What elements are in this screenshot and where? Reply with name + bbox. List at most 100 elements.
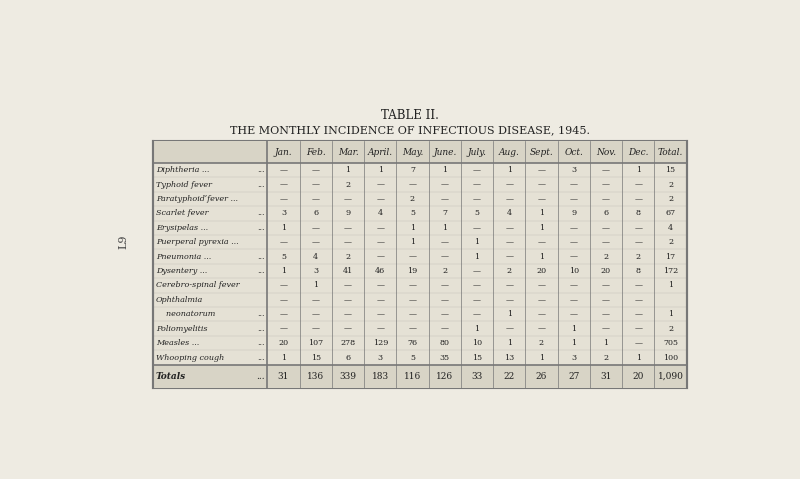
Text: 1: 1 (668, 282, 673, 289)
Text: 10: 10 (569, 267, 579, 275)
Text: —: — (634, 282, 642, 289)
Text: 1: 1 (668, 310, 673, 318)
Text: Feb.: Feb. (306, 148, 326, 157)
Text: —: — (344, 282, 352, 289)
Text: 17: 17 (666, 252, 676, 261)
Text: —: — (473, 224, 481, 232)
Text: ...: ... (258, 267, 265, 275)
Text: 3: 3 (378, 354, 383, 362)
Text: —: — (506, 195, 514, 203)
Text: —: — (279, 166, 287, 174)
Text: —: — (634, 296, 642, 304)
Text: 1: 1 (636, 166, 641, 174)
Text: June.: June. (433, 148, 457, 157)
Text: 9: 9 (346, 209, 350, 217)
Text: ...: ... (258, 166, 265, 174)
Text: 136: 136 (307, 372, 324, 381)
Text: 2: 2 (410, 195, 415, 203)
Text: 4: 4 (378, 209, 383, 217)
Text: —: — (312, 166, 320, 174)
Text: —: — (376, 238, 384, 246)
Text: 9: 9 (571, 209, 576, 217)
Text: 26: 26 (536, 372, 547, 381)
Text: —: — (344, 195, 352, 203)
Text: 27: 27 (568, 372, 579, 381)
Text: —: — (441, 296, 449, 304)
Text: 80: 80 (440, 339, 450, 347)
Text: —: — (538, 195, 546, 203)
Text: —: — (441, 252, 449, 261)
Text: —: — (570, 282, 578, 289)
Text: Dysentery ...: Dysentery ... (156, 267, 207, 275)
Text: 7: 7 (410, 166, 415, 174)
Text: THE MONTHLY INCIDENCE OF INFECTIOUS DISEASE, 1945.: THE MONTHLY INCIDENCE OF INFECTIOUS DISE… (230, 125, 590, 135)
Text: Sept.: Sept. (530, 148, 554, 157)
Text: —: — (376, 195, 384, 203)
Text: 2: 2 (346, 181, 350, 189)
Text: 339: 339 (339, 372, 357, 381)
Text: Oct.: Oct. (564, 148, 583, 157)
Text: —: — (570, 252, 578, 261)
Text: 2: 2 (506, 267, 512, 275)
Text: —: — (279, 181, 287, 189)
Text: Typhoid fever: Typhoid fever (156, 181, 212, 189)
Text: Poliomyelitis: Poliomyelitis (156, 325, 207, 333)
Text: —: — (538, 181, 546, 189)
Text: ...: ... (258, 325, 265, 333)
Text: —: — (506, 252, 514, 261)
Text: —: — (312, 195, 320, 203)
Text: —: — (538, 310, 546, 318)
Text: 5: 5 (281, 252, 286, 261)
Text: 2: 2 (603, 354, 609, 362)
Text: 2: 2 (668, 238, 673, 246)
Text: April.: April. (368, 148, 393, 157)
Text: —: — (538, 325, 546, 333)
Text: 1: 1 (281, 267, 286, 275)
Text: Mar.: Mar. (338, 148, 358, 157)
Text: —: — (538, 238, 546, 246)
Text: 46: 46 (375, 267, 386, 275)
Text: Pneumonia ...: Pneumonia ... (156, 252, 211, 261)
Text: 1: 1 (539, 354, 544, 362)
Text: Cerebro-spinal fever: Cerebro-spinal fever (156, 282, 239, 289)
Text: —: — (602, 310, 610, 318)
Text: ...: ... (258, 181, 265, 189)
Text: —: — (409, 252, 417, 261)
Text: 1: 1 (442, 224, 447, 232)
Text: —: — (570, 195, 578, 203)
Text: —: — (441, 238, 449, 246)
Text: 1: 1 (281, 354, 286, 362)
Text: —: — (634, 325, 642, 333)
Text: —: — (602, 238, 610, 246)
Text: Erysipelas ...: Erysipelas ... (156, 224, 208, 232)
Text: 1: 1 (571, 339, 576, 347)
Text: —: — (441, 195, 449, 203)
Text: 705: 705 (663, 339, 678, 347)
Text: 7: 7 (442, 209, 447, 217)
Text: —: — (312, 325, 320, 333)
Text: —: — (570, 224, 578, 232)
Text: —: — (473, 282, 481, 289)
Text: —: — (279, 238, 287, 246)
Text: 20: 20 (601, 267, 611, 275)
Text: 15: 15 (472, 354, 482, 362)
Text: —: — (376, 282, 384, 289)
Text: —: — (473, 166, 481, 174)
Text: 20: 20 (633, 372, 644, 381)
Text: 183: 183 (372, 372, 389, 381)
Text: 6: 6 (346, 354, 350, 362)
Text: —: — (634, 181, 642, 189)
Text: —: — (473, 181, 481, 189)
Text: —: — (473, 267, 481, 275)
Text: —: — (570, 181, 578, 189)
Text: —: — (634, 310, 642, 318)
Text: Puerperal pyrexia ...: Puerperal pyrexia ... (156, 238, 238, 246)
Text: —: — (570, 296, 578, 304)
Text: ...: ... (258, 339, 265, 347)
Text: 3: 3 (281, 209, 286, 217)
Text: 31: 31 (600, 372, 612, 381)
Text: 5: 5 (474, 209, 479, 217)
Text: 116: 116 (404, 372, 421, 381)
Text: 3: 3 (571, 354, 576, 362)
Text: 1: 1 (474, 252, 480, 261)
